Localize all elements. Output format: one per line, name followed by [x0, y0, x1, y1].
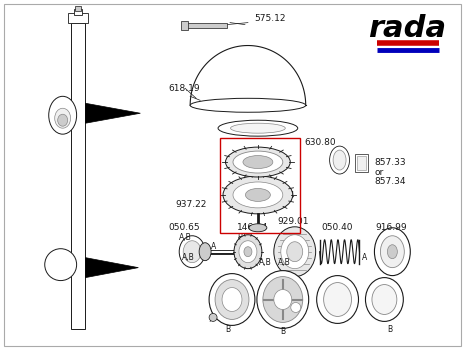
Polygon shape	[86, 258, 139, 278]
Ellipse shape	[233, 182, 283, 208]
Text: A,B: A,B	[279, 258, 291, 267]
Ellipse shape	[324, 282, 352, 316]
Ellipse shape	[274, 227, 316, 276]
Ellipse shape	[387, 245, 398, 259]
Text: 630.04: 630.04	[263, 191, 294, 201]
Ellipse shape	[317, 275, 359, 323]
Ellipse shape	[55, 108, 71, 128]
Text: 050.40: 050.40	[322, 223, 353, 232]
Text: A: A	[362, 253, 367, 262]
Bar	[73, 9, 81, 15]
Ellipse shape	[330, 146, 350, 174]
Text: 937.22: 937.22	[175, 201, 206, 209]
Text: rada: rada	[368, 14, 446, 43]
Ellipse shape	[199, 243, 211, 261]
Text: 857.34: 857.34	[374, 177, 406, 187]
Ellipse shape	[183, 241, 201, 262]
Ellipse shape	[239, 241, 257, 262]
Ellipse shape	[231, 123, 286, 133]
Text: B: B	[280, 327, 286, 336]
Text: 916.99: 916.99	[375, 223, 407, 232]
Ellipse shape	[226, 147, 290, 177]
Ellipse shape	[287, 242, 303, 262]
Bar	[220, 138, 300, 233]
Bar	[74, 6, 80, 10]
Text: 857.33: 857.33	[374, 158, 406, 167]
Ellipse shape	[380, 236, 404, 268]
Polygon shape	[86, 103, 140, 123]
Ellipse shape	[58, 114, 67, 126]
Ellipse shape	[374, 228, 410, 275]
Ellipse shape	[372, 285, 397, 314]
Ellipse shape	[257, 271, 309, 328]
Bar	[354, 154, 368, 172]
Ellipse shape	[179, 236, 205, 268]
Bar	[185, 23, 227, 28]
Bar	[71, 23, 85, 329]
Ellipse shape	[274, 289, 292, 309]
Text: A,B: A,B	[179, 233, 192, 242]
Circle shape	[45, 249, 77, 281]
Ellipse shape	[365, 278, 403, 321]
Bar	[357, 156, 366, 170]
Ellipse shape	[333, 150, 346, 170]
Ellipse shape	[209, 274, 255, 326]
Text: A,B: A,B	[182, 253, 194, 262]
Text: 575.12: 575.12	[254, 14, 286, 23]
Circle shape	[209, 314, 217, 321]
Ellipse shape	[218, 120, 298, 136]
Text: A: A	[211, 242, 216, 251]
Text: 618.19: 618.19	[168, 84, 200, 93]
Text: 929.01: 929.01	[278, 217, 309, 226]
Ellipse shape	[234, 235, 262, 269]
Ellipse shape	[244, 247, 252, 257]
Text: B: B	[387, 325, 392, 334]
Text: 050.65: 050.65	[168, 223, 200, 232]
Ellipse shape	[263, 276, 303, 322]
Ellipse shape	[222, 288, 242, 312]
Text: B: B	[226, 325, 231, 334]
Text: or: or	[374, 168, 384, 176]
Ellipse shape	[249, 224, 267, 232]
Ellipse shape	[223, 176, 293, 214]
Bar	[181, 21, 188, 30]
Ellipse shape	[246, 188, 270, 201]
Ellipse shape	[215, 280, 249, 320]
Ellipse shape	[190, 98, 306, 112]
Text: 146.04: 146.04	[237, 223, 268, 232]
Ellipse shape	[281, 235, 309, 269]
Bar	[67, 13, 87, 23]
Ellipse shape	[243, 156, 273, 169]
Text: A,B: A,B	[259, 258, 271, 267]
Text: B: B	[238, 233, 243, 242]
Ellipse shape	[49, 96, 77, 134]
Ellipse shape	[233, 151, 283, 173]
Text: 630.80: 630.80	[305, 138, 336, 147]
Circle shape	[291, 302, 301, 313]
